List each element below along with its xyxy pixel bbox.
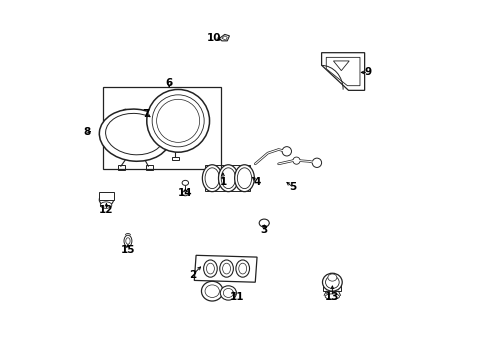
Ellipse shape [100, 202, 112, 208]
Circle shape [192, 140, 195, 143]
Circle shape [173, 142, 176, 145]
Ellipse shape [223, 288, 233, 297]
Ellipse shape [259, 219, 269, 227]
Ellipse shape [327, 274, 336, 281]
Ellipse shape [105, 113, 164, 155]
Ellipse shape [202, 165, 222, 192]
Polygon shape [219, 35, 229, 41]
Text: 15: 15 [121, 245, 135, 255]
Bar [145, 165, 152, 170]
Text: 5: 5 [289, 182, 296, 192]
Ellipse shape [203, 260, 217, 277]
Circle shape [186, 141, 189, 144]
Ellipse shape [182, 191, 188, 196]
Text: 4: 4 [253, 177, 260, 187]
Circle shape [282, 147, 291, 156]
Circle shape [292, 157, 300, 164]
Text: 3: 3 [260, 225, 267, 235]
Ellipse shape [99, 194, 113, 206]
Polygon shape [333, 61, 348, 71]
Polygon shape [325, 57, 359, 86]
Ellipse shape [237, 168, 251, 189]
Circle shape [180, 142, 183, 145]
Ellipse shape [220, 286, 236, 300]
Circle shape [197, 139, 200, 141]
Bar [204, 165, 249, 192]
Bar [102, 87, 221, 169]
Bar [172, 157, 178, 160]
Ellipse shape [201, 281, 223, 301]
Ellipse shape [125, 238, 130, 244]
Polygon shape [222, 36, 227, 40]
Circle shape [125, 117, 130, 121]
Bar [323, 282, 341, 291]
Ellipse shape [221, 168, 235, 189]
Circle shape [156, 139, 159, 141]
Ellipse shape [152, 95, 203, 147]
Ellipse shape [235, 260, 249, 277]
Ellipse shape [124, 235, 132, 247]
Ellipse shape [238, 263, 246, 274]
Text: 14: 14 [178, 188, 192, 198]
Ellipse shape [182, 180, 188, 185]
Ellipse shape [325, 294, 339, 299]
Text: 9: 9 [364, 67, 371, 77]
Polygon shape [194, 255, 257, 282]
Circle shape [161, 140, 163, 143]
Text: 1: 1 [219, 177, 226, 187]
Ellipse shape [322, 273, 342, 291]
Ellipse shape [325, 276, 339, 288]
Text: 8: 8 [83, 127, 90, 136]
Ellipse shape [204, 168, 219, 189]
Text: 7: 7 [142, 109, 149, 119]
Text: 6: 6 [165, 78, 172, 88]
Circle shape [312, 158, 321, 167]
Bar [99, 192, 113, 200]
Polygon shape [321, 53, 364, 90]
Ellipse shape [219, 260, 233, 277]
Text: 11: 11 [230, 292, 244, 302]
Text: 2: 2 [188, 270, 196, 280]
Bar [118, 165, 125, 170]
Circle shape [166, 141, 169, 144]
Ellipse shape [206, 263, 214, 274]
Ellipse shape [234, 165, 254, 192]
Ellipse shape [204, 285, 219, 297]
Text: 13: 13 [325, 292, 339, 302]
Ellipse shape [222, 263, 230, 274]
Ellipse shape [156, 99, 199, 142]
Text: 12: 12 [99, 206, 113, 216]
Ellipse shape [218, 165, 238, 192]
Ellipse shape [146, 89, 209, 152]
Text: 10: 10 [206, 33, 221, 43]
Ellipse shape [99, 109, 171, 161]
